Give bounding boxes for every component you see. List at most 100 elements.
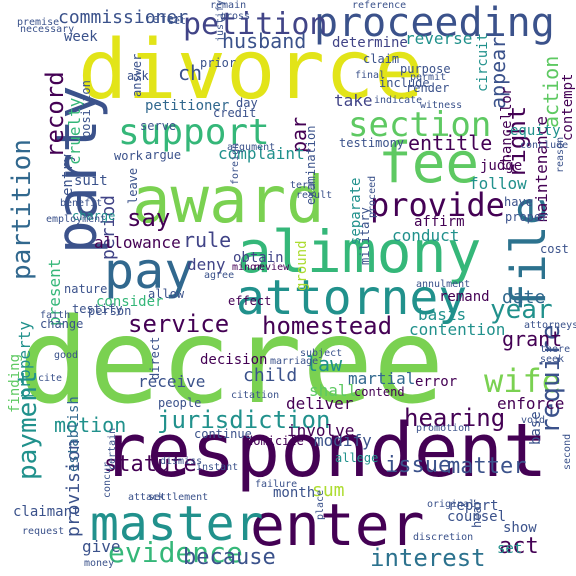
word-date: date [502,287,545,308]
word-month: month [273,485,315,501]
word-promotion: promotion [416,423,470,434]
word-deny: deny [187,255,226,274]
word-establish: establish [66,396,82,472]
word-conclude: conclude [520,140,568,151]
word-separate: separate [348,178,364,245]
word-justify: justify [215,0,226,42]
word-issue: issue [385,453,451,478]
word-pay: pay [104,242,194,300]
word-indicate: indicate [374,95,422,106]
word-refer: refer [145,12,181,26]
word-military: military [358,207,372,265]
word-statute: statute [104,452,197,477]
word-dismiss: dismiss [160,456,202,467]
word-child: child [243,365,297,386]
word-allege: allege [335,451,378,465]
word-gross: gross [220,11,250,22]
word-entry: entry [60,154,76,196]
word-agree: agree [204,270,234,281]
word-credit: credit [213,106,256,120]
word-motion: motion [54,413,126,437]
word-martial: martial [348,369,415,388]
word-counsel: counsel [447,509,506,525]
word-cruelty: cruelty [65,97,84,165]
word-receive: receive [138,372,205,391]
word-include: include [379,76,430,90]
word-remand: remand [439,289,490,305]
word-purpose: purpose [400,62,451,76]
word-year: year [490,295,553,325]
word-attorneys: attorneys [524,320,576,331]
word-rule: rule [183,228,231,252]
word-divorce: divorce [78,23,424,118]
word-take: take [334,91,373,110]
word-enter: enter [250,491,425,559]
word-leave: leave [126,168,140,204]
word-review: review [253,262,290,273]
word-permit: permit [410,72,446,83]
word-finding: finding [7,354,23,413]
word-circuit: circuit [475,33,491,92]
word-argue: argue [145,148,181,162]
word-week: week [64,29,98,45]
word-affirm: affirm [414,214,465,230]
word-determine: determine [332,35,408,51]
word-contention: contention [409,320,505,339]
word-ask: ask [127,69,149,83]
word-evidence: evidence [108,536,243,569]
word-interest: interest [370,544,486,572]
word-contempt: contempt [560,74,576,141]
word-action: action [539,56,563,128]
word-maintenance: maintenance [532,116,551,222]
word-annulment: annulment [416,279,470,290]
word-error: error [415,374,457,390]
word-give: give [82,537,121,556]
word-follow: follow [469,174,527,193]
word-say: say [127,204,170,232]
word-petitioner: petitioner [145,98,229,114]
word-position: position [79,80,93,138]
word-good: good [54,350,78,361]
word-render: render [406,81,449,95]
word-answer: answer [130,54,144,97]
word-support: support [118,112,270,153]
word-void: void [521,415,545,426]
word-contend: contend [354,385,405,399]
word-request: request [22,526,64,537]
word-judge: judge [480,158,522,174]
word-conduct: conduct [392,226,459,245]
word-necessary: necessary [20,24,74,35]
word-attack: attack [128,492,164,503]
word-attorney: attorney [236,270,467,326]
word-faith: faith [40,310,70,321]
word-cite: cite [38,373,62,384]
word-petition: petition [183,7,328,42]
word-concur: concur [102,462,113,498]
word-term: term [290,180,314,191]
word-ground: ground [294,240,310,291]
word-complaint: complaint [218,144,305,163]
word-remain: remain [210,0,246,11]
word-reference: reference [352,0,406,11]
word-suit: suit [74,173,108,189]
word-discretion: discretion [413,532,473,543]
word-second: second [562,434,573,470]
word-citation: citation [231,390,279,401]
word-day: day [236,96,258,110]
word-claim: claim [363,52,399,66]
word-testimony: testimony [339,136,404,150]
word-subject: subject [300,348,342,359]
word-section: section [348,105,491,145]
word-consider: consider [96,294,163,310]
word-minor: minor [232,262,262,273]
word-chancellor: chancellor [499,87,515,171]
word-result: result [296,190,332,201]
word-decision: decision [200,352,267,368]
word-present: present [45,259,64,326]
word-have: have [504,195,533,209]
word-provision: provision [63,439,84,537]
word-cost: cost [540,242,569,256]
word-law: law [306,352,343,376]
